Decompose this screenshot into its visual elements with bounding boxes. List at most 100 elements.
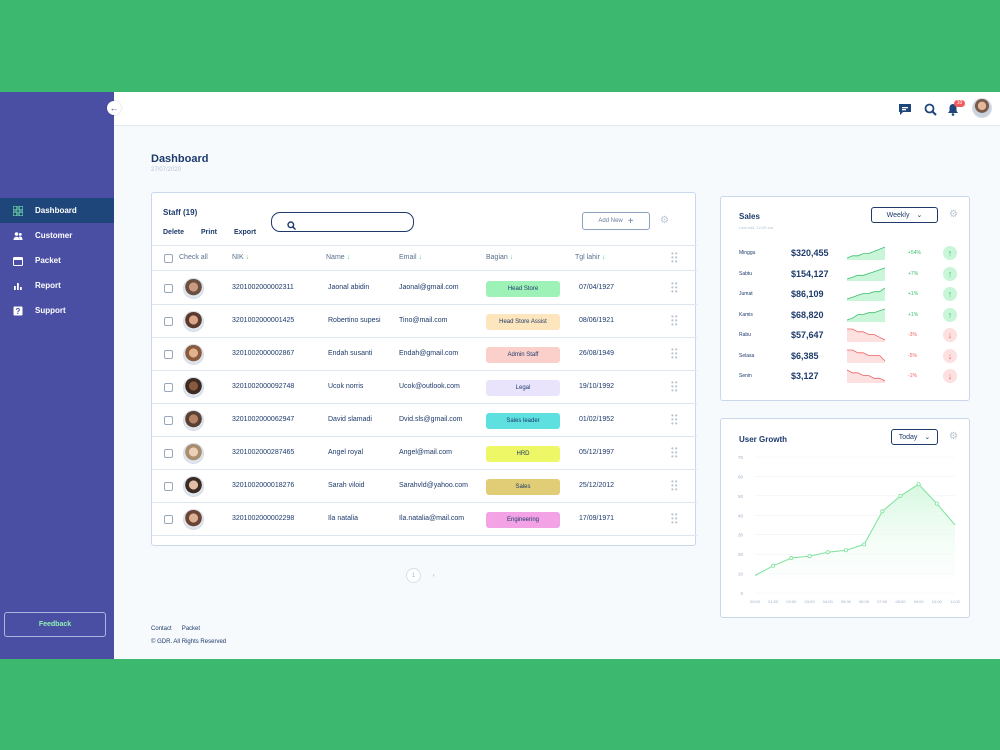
cell-name: Jaonal abidin xyxy=(328,284,370,291)
arrow-up-icon: ↑ xyxy=(943,287,957,301)
table-row[interactable]: 3201002000001425 Robertino supesi Tino@mai… xyxy=(152,305,697,338)
sales-sparkline xyxy=(847,308,885,322)
row-checkbox[interactable] xyxy=(164,284,173,293)
table-row[interactable]: 3201002000002867 Endah susanti Endah@gmail… xyxy=(152,338,697,371)
row-checkbox[interactable] xyxy=(164,482,173,491)
growth-settings-icon[interactable]: ⚙ xyxy=(949,431,958,442)
cell-email[interactable]: Jaonal@gmail.com xyxy=(399,284,459,291)
bagian-tag: Admin Staff xyxy=(486,347,560,363)
bagian-tag: Engineering xyxy=(486,512,560,528)
table-row[interactable]: 3201002000018276 Sarah viloid Sarahvld@yah… xyxy=(152,470,697,503)
row-checkbox[interactable] xyxy=(164,515,173,524)
x-tick-label: 03:00 xyxy=(805,599,816,604)
check-all-checkbox[interactable] xyxy=(164,254,173,263)
staff-search-input[interactable] xyxy=(271,212,414,232)
column-email[interactable]: Email ↓ xyxy=(399,254,422,261)
sparkline-line xyxy=(847,308,885,320)
bagian-tag: Legal xyxy=(486,380,560,396)
column-tgl-lahir[interactable]: Tgl lahir ↓ xyxy=(575,254,606,261)
table-row[interactable]: 3201002000287465 Angel royal Angel@mail.co… xyxy=(152,437,697,470)
row-checkbox[interactable] xyxy=(164,449,173,458)
row-checkbox[interactable] xyxy=(164,383,173,392)
sales-day: Rabu xyxy=(739,332,751,338)
row-checkbox[interactable] xyxy=(164,317,173,326)
table-row[interactable]: 3201002000002311 Jaonal abidin Jaonal@gmai… xyxy=(152,272,697,305)
row-drag-handle-icon[interactable]: •• •• •• xyxy=(671,510,679,527)
add-new-button[interactable]: Add New + xyxy=(582,212,650,230)
column-name[interactable]: Name ↓ xyxy=(326,254,351,261)
table-row[interactable]: 3201002000062947 David slamadi Dvid.sls@gm… xyxy=(152,404,697,437)
sales-period-select[interactable]: Weekly ⌄ xyxy=(871,207,938,223)
sidebar-item-support[interactable]: ? Support xyxy=(0,298,114,323)
cell-nik: 3201002000001425 xyxy=(232,317,295,324)
cell-email[interactable]: Endah@gmail.com xyxy=(399,350,459,357)
growth-area xyxy=(755,484,955,593)
cell-email[interactable]: Ila.natalia@mail.com xyxy=(399,515,465,522)
row-drag-handle-icon[interactable]: •• •• •• xyxy=(671,345,679,362)
cell-nik: 3201002000002867 xyxy=(232,350,295,357)
cell-email[interactable]: Angel@mail.com xyxy=(399,449,453,456)
delete-button[interactable]: Delete xyxy=(163,229,185,236)
row-checkbox[interactable] xyxy=(164,416,173,425)
collapse-sidebar-button[interactable]: ← xyxy=(107,101,121,115)
footer-link-contact[interactable]: Contact xyxy=(151,626,172,632)
help-icon: ? xyxy=(13,306,23,316)
user-avatar[interactable] xyxy=(972,98,992,118)
column-nik[interactable]: NIK ↓ xyxy=(232,254,250,261)
x-tick-label: 05:00 xyxy=(841,599,852,604)
growth-point xyxy=(825,550,830,555)
column-options-icon[interactable]: •• •• •• xyxy=(671,249,679,266)
y-tick-label: 0 xyxy=(740,591,743,596)
sidebar-item-report[interactable]: Report xyxy=(0,273,114,298)
cell-email[interactable]: Sarahvld@yahoo.com xyxy=(399,482,468,489)
chat-icon[interactable] xyxy=(897,101,913,117)
next-page-button[interactable]: › xyxy=(432,572,435,579)
plus-icon: + xyxy=(627,215,634,227)
row-checkbox[interactable] xyxy=(164,350,173,359)
growth-period-select[interactable]: Today ⌄ xyxy=(891,429,938,445)
sales-period-value: Weekly xyxy=(886,211,910,219)
cell-tgl-lahir: 25/12/2012 xyxy=(579,482,615,489)
arrow-down-icon: ↓ xyxy=(943,369,957,383)
notification-badge: 10 xyxy=(954,100,965,107)
cell-tgl-lahir: 07/04/1927 xyxy=(579,284,615,291)
cell-tgl-lahir: 19/10/1992 xyxy=(579,383,615,390)
cell-email[interactable]: Dvid.sls@gmail.com xyxy=(399,416,463,423)
sidebar-item-packet[interactable]: Packet xyxy=(0,248,114,273)
row-drag-handle-icon[interactable]: •• •• •• xyxy=(671,411,679,428)
row-drag-handle-icon[interactable]: •• •• •• xyxy=(671,279,679,296)
search-icon[interactable] xyxy=(922,101,938,117)
sales-sparkline xyxy=(847,267,885,281)
growth-period-value: Today xyxy=(898,433,918,441)
footer-link-packet[interactable]: Packet xyxy=(181,626,201,632)
cell-email[interactable]: Ucok@outlook.com xyxy=(399,383,460,390)
table-row[interactable]: 3201002000092748 Ucok norris Ucok@outlook.… xyxy=(152,371,697,404)
sidebar-item-dashboard[interactable]: Dashboard xyxy=(0,198,114,223)
row-drag-handle-icon[interactable]: •• •• •• xyxy=(671,312,679,329)
feedback-button[interactable]: Feedback xyxy=(4,612,106,637)
sales-amount: $57,647 xyxy=(791,330,824,340)
print-button[interactable]: Print xyxy=(201,229,217,236)
sales-last-edit: Last edit, 12:49 am xyxy=(739,225,774,230)
chevron-down-icon: ⌄ xyxy=(924,434,931,441)
growth-point xyxy=(880,509,885,514)
column-bagian[interactable]: Bagian ↓ xyxy=(486,254,514,261)
staff-settings-icon[interactable]: ⚙ xyxy=(660,215,669,226)
bagian-tag: Head Store xyxy=(486,281,560,297)
cell-email[interactable]: Tino@mail.com xyxy=(399,317,448,324)
sales-settings-icon[interactable]: ⚙ xyxy=(949,209,958,220)
y-tick-label: 70 xyxy=(738,455,744,460)
sidebar-item-customer[interactable]: Customer xyxy=(0,223,114,248)
cell-name: David slamadi xyxy=(328,416,372,423)
row-drag-handle-icon[interactable]: •• •• •• xyxy=(671,378,679,395)
page-1-button[interactable]: 1 xyxy=(406,568,421,583)
row-drag-handle-icon[interactable]: •• •• •• xyxy=(671,444,679,461)
sparkline-line xyxy=(847,328,885,341)
search-icon xyxy=(287,217,297,235)
export-button[interactable]: Export xyxy=(233,229,257,236)
row-drag-handle-icon[interactable]: •• •• •• xyxy=(671,477,679,494)
cell-tgl-lahir: 01/02/1952 xyxy=(579,416,615,423)
sales-amount: $68,820 xyxy=(791,309,824,320)
table-row[interactable]: 3201002000002298 Ila natalia Ila.natalia@m… xyxy=(152,503,697,536)
sales-percent: -5% xyxy=(908,352,917,359)
